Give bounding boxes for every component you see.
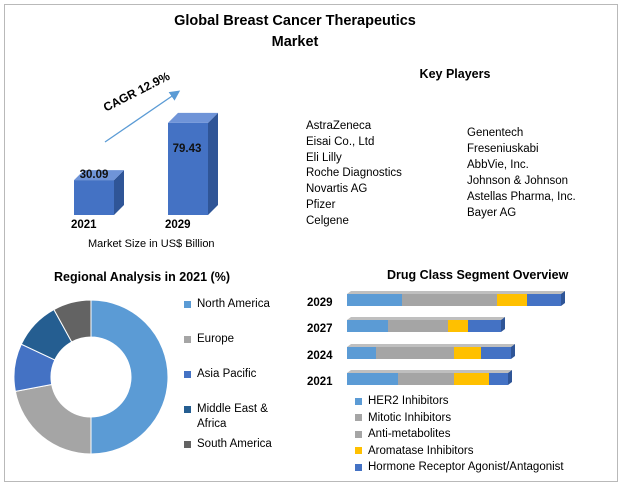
drug-class-bar	[347, 370, 512, 385]
bar-segment	[527, 294, 561, 306]
title-line-1: Global Breast Cancer Therapeutics	[174, 13, 416, 29]
key-player-item: AbbVie, Inc.	[467, 159, 529, 171]
regional-title: Regional Analysis in 2021 (%)	[54, 270, 230, 284]
market-bar	[168, 112, 218, 215]
legend-label: Hormone Receptor Agonist/Antagonist	[368, 461, 564, 474]
bar-year-label: 2021	[71, 219, 97, 231]
key-player-item: Celgene	[306, 214, 349, 227]
bar-segment	[347, 347, 376, 359]
bar-segment	[468, 320, 501, 332]
drug-class-legend-item: HER2 Inhibitors	[355, 395, 449, 407]
legend-label: Asia Pacific	[197, 368, 257, 380]
legend-swatch	[184, 406, 191, 413]
drug-class-bar	[347, 317, 505, 332]
bar-segment	[398, 373, 454, 385]
infographic-frame	[4, 4, 618, 482]
market-bar	[74, 170, 124, 215]
bar-segment	[481, 347, 511, 359]
drug-class-bar	[347, 344, 515, 359]
cagr-arrow	[104, 90, 181, 143]
bar-segment	[454, 347, 481, 359]
legend-label: HER2 Inhibitors	[368, 395, 449, 407]
bar-segment	[448, 320, 468, 332]
regional-donut-chart	[13, 299, 169, 455]
bar-segment	[388, 320, 448, 332]
key-player-item: Eli Lilly	[306, 151, 342, 164]
bar-segment	[497, 294, 527, 306]
bar-segment	[489, 373, 508, 385]
donut-slice	[14, 383, 92, 455]
drug-class-year-label: 2029	[307, 297, 333, 309]
drug-class-title: Drug Class Segment Overview	[387, 268, 569, 282]
legend-swatch	[184, 441, 191, 448]
bar-segment	[402, 294, 497, 306]
legend-swatch	[184, 336, 191, 343]
bar-value-label: 79.43	[172, 143, 202, 155]
page-title: Global Breast Cancer Therapeutics Market	[150, 11, 440, 53]
regional-legend-item: Middle East & Africa	[184, 402, 268, 432]
market-size-caption: Market Size in US$ Billion	[88, 238, 215, 250]
legend-swatch	[184, 371, 191, 378]
legend-label: Anti-metabolites	[368, 428, 451, 441]
key-player-item: Genentech	[467, 127, 524, 139]
drug-class-chart	[347, 291, 565, 385]
regional-legend-item: Europe	[184, 332, 234, 347]
key-player-item: Pfizer	[306, 199, 336, 211]
donut-slice	[53, 299, 92, 343]
key-player-item: Freseniuskabi	[467, 143, 539, 155]
legend-swatch	[184, 301, 191, 308]
donut-slice	[90, 299, 169, 455]
legend-label: North America	[197, 298, 270, 310]
legend-label: Mitotic Inhibitors	[368, 411, 452, 424]
bar-segment	[347, 294, 402, 306]
legend-swatch	[355, 397, 362, 405]
legend-swatch	[355, 414, 362, 422]
bar-segment	[347, 373, 398, 385]
title-line-2: Market	[271, 34, 319, 50]
legend-label: Aromatase Inhibitors	[368, 444, 474, 457]
drug-class-year-label: 2027	[307, 323, 333, 335]
bar-value-label: 30.09	[79, 169, 109, 181]
bar-segment	[347, 320, 388, 332]
legend-swatch	[355, 447, 362, 455]
legend-swatch	[355, 430, 362, 438]
bar-year-label: 2029	[165, 219, 191, 231]
key-player-item: Johnson & Johnson	[467, 175, 569, 187]
key-player-item: Novartis AG	[306, 183, 368, 196]
drug-class-legend-item: Aromatase Inhibitors	[355, 445, 473, 457]
key-players-title: Key Players	[419, 67, 491, 81]
regional-legend-item: South America	[184, 437, 272, 452]
legend-label: Europe	[197, 333, 235, 345]
bar-segment	[454, 373, 489, 385]
drug-class-year-label: 2024	[307, 350, 333, 362]
drug-class-legend-item: Anti-metabolites	[355, 428, 450, 440]
bar-segment	[376, 347, 454, 359]
drug-class-year-label: 2021	[307, 376, 333, 388]
key-player-item: Eisai Co., Ltd	[306, 135, 375, 148]
drug-class-bar	[347, 291, 565, 306]
legend-swatch	[355, 463, 362, 471]
regional-legend-item: Asia Pacific	[184, 367, 256, 382]
drug-class-legend-item: Mitotic Inhibitors	[355, 412, 451, 424]
key-player-item: Astellas Pharma, Inc.	[467, 191, 576, 203]
market-size-chart	[74, 90, 218, 215]
drug-class-legend-item: Hormone Receptor Agonist/Antagonist	[355, 461, 564, 473]
regional-legend-item: North America	[184, 297, 270, 312]
key-player-item: AstraZeneca	[306, 120, 372, 132]
legend-label: Middle East & Africa	[197, 403, 268, 430]
key-player-item: Roche Diagnostics	[306, 167, 402, 180]
key-player-item: Bayer AG	[467, 207, 517, 219]
legend-label: South America	[197, 438, 272, 450]
